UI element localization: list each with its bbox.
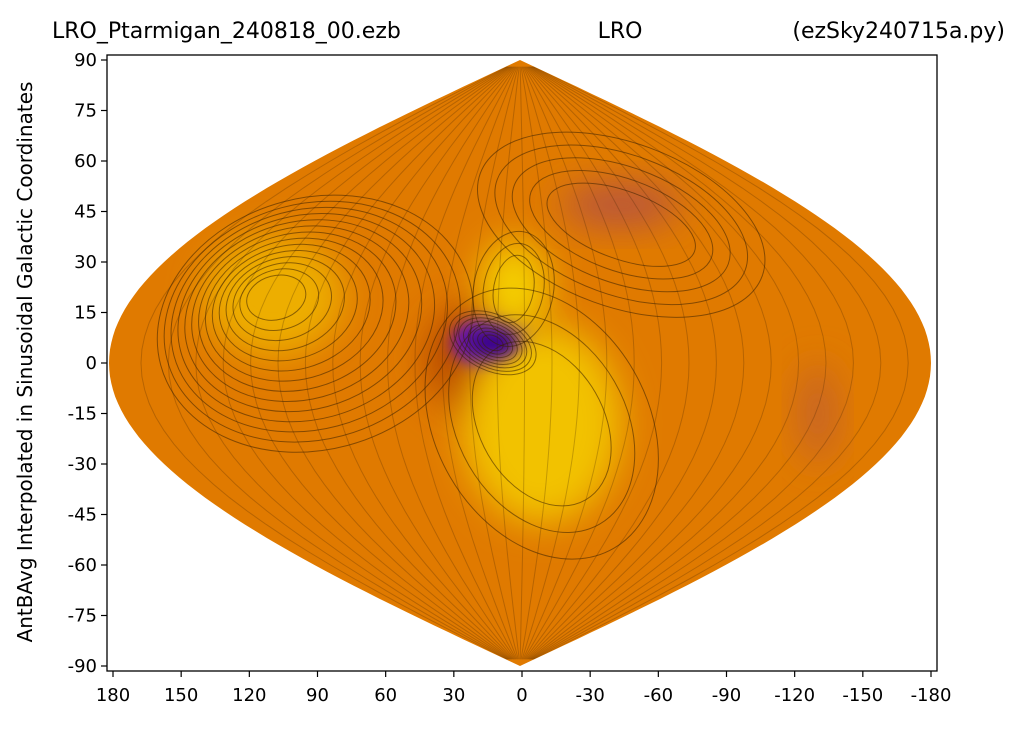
contour-line (177, 213, 436, 423)
x-tick-label: -60 (644, 685, 673, 706)
contour-line (246, 274, 307, 321)
contour-line (527, 66, 745, 660)
contour-line (520, 66, 553, 660)
x-tick-label: 0 (516, 685, 527, 706)
contour-line (494, 144, 749, 306)
contour-line (526, 66, 717, 660)
x-tick-label: 120 (232, 685, 266, 706)
contour-line (448, 310, 537, 376)
contour-line (471, 340, 612, 507)
contour-line (225, 256, 345, 352)
contour-line (218, 249, 358, 362)
contour-line (522, 66, 608, 660)
contour-line (482, 242, 545, 336)
contour-line (521, 66, 580, 660)
y-tick-label: 15 (74, 303, 97, 324)
contour-line (519, 66, 526, 660)
contour-line (532, 66, 882, 660)
contour-line (511, 157, 731, 293)
contour-line (424, 287, 659, 560)
contour-line (529, 66, 800, 660)
y-tick-label: 75 (74, 101, 97, 122)
x-tick-label: 60 (374, 685, 397, 706)
contour-line (140, 66, 508, 660)
x-tick-label: -90 (712, 685, 741, 706)
x-tick-label: -30 (575, 685, 604, 706)
sinusoidal-map (109, 60, 931, 666)
y-tick-label: 45 (74, 202, 97, 223)
x-tick-label: 180 (96, 685, 130, 706)
y-tick-label: 30 (74, 252, 97, 273)
x-tick-label: -120 (774, 685, 815, 706)
contour-line (211, 243, 371, 372)
contour-line (477, 131, 766, 318)
contour-line (448, 314, 636, 533)
contour-line (528, 66, 772, 660)
x-tick-label: -180 (911, 685, 952, 706)
contour-line (195, 66, 509, 660)
y-tick-label: -15 (68, 404, 97, 425)
contour-line (387, 66, 516, 660)
contour-line (414, 66, 517, 660)
contour-line (523, 66, 635, 660)
contour-line (525, 66, 690, 660)
contour-line (222, 66, 510, 660)
sky-feature (561, 182, 682, 227)
x-tick-label: 90 (306, 685, 329, 706)
contour-line (524, 66, 663, 660)
contour-line (250, 66, 511, 660)
contour-line (472, 230, 555, 347)
x-tick-label: 150 (164, 685, 198, 706)
contour-line (232, 262, 333, 342)
contour-line (170, 206, 448, 433)
contour-line (167, 66, 508, 660)
contour-line (441, 66, 518, 660)
contour-line (239, 268, 320, 331)
y-tick-label: -90 (68, 656, 97, 677)
contour-line (163, 200, 461, 443)
contour-line (496, 66, 520, 660)
contour-line (533, 66, 909, 660)
contour-line (469, 66, 519, 660)
y-tick-label: -45 (68, 505, 97, 526)
y-tick-label: 60 (74, 151, 97, 172)
sky-feature (799, 363, 836, 464)
contour-line (477, 330, 509, 355)
contour-line (546, 182, 696, 267)
contour-line (481, 334, 504, 352)
sky-feature-core (466, 326, 519, 359)
contour-line (529, 169, 714, 280)
contour-line (191, 225, 410, 402)
y-tick-label: -75 (68, 606, 97, 627)
contour-line (184, 219, 423, 413)
y-axis: 90 75 60 45 30 15 0 -15 -30 -45 -60 -75 -90 (68, 50, 107, 677)
contour-line (204, 237, 384, 382)
contour-line (198, 231, 397, 392)
contour-line (453, 313, 532, 372)
x-axis: 180 150 120 90 60 30 0 -30 -60 -90 -120 -150 -180 (96, 671, 952, 706)
y-axis-label: AntBAvg Interpolated in Sinusoidal Galac… (13, 82, 37, 643)
contour-line (359, 66, 515, 660)
contour-line (304, 66, 513, 660)
contour-line (156, 194, 474, 453)
contour-line (492, 254, 535, 324)
contour-line (531, 66, 854, 660)
contour-line (530, 66, 827, 660)
contour-line (332, 66, 514, 660)
contour-line (458, 317, 528, 369)
chart-title-right: (ezSky240715a.py) (792, 19, 1005, 44)
contour-line (463, 320, 523, 365)
y-tick-label: -30 (68, 454, 97, 475)
y-tick-label: 0 (86, 353, 97, 374)
y-tick-label: 90 (74, 50, 97, 71)
x-tick-label: -150 (842, 685, 883, 706)
x-tick-label: 30 (442, 685, 465, 706)
contour-line (277, 66, 512, 660)
chart-title-center: LRO (598, 19, 643, 44)
y-tick-label: -60 (68, 555, 97, 576)
chart-title-left: LRO_Ptarmigan_240818_00.ezb (52, 19, 401, 44)
